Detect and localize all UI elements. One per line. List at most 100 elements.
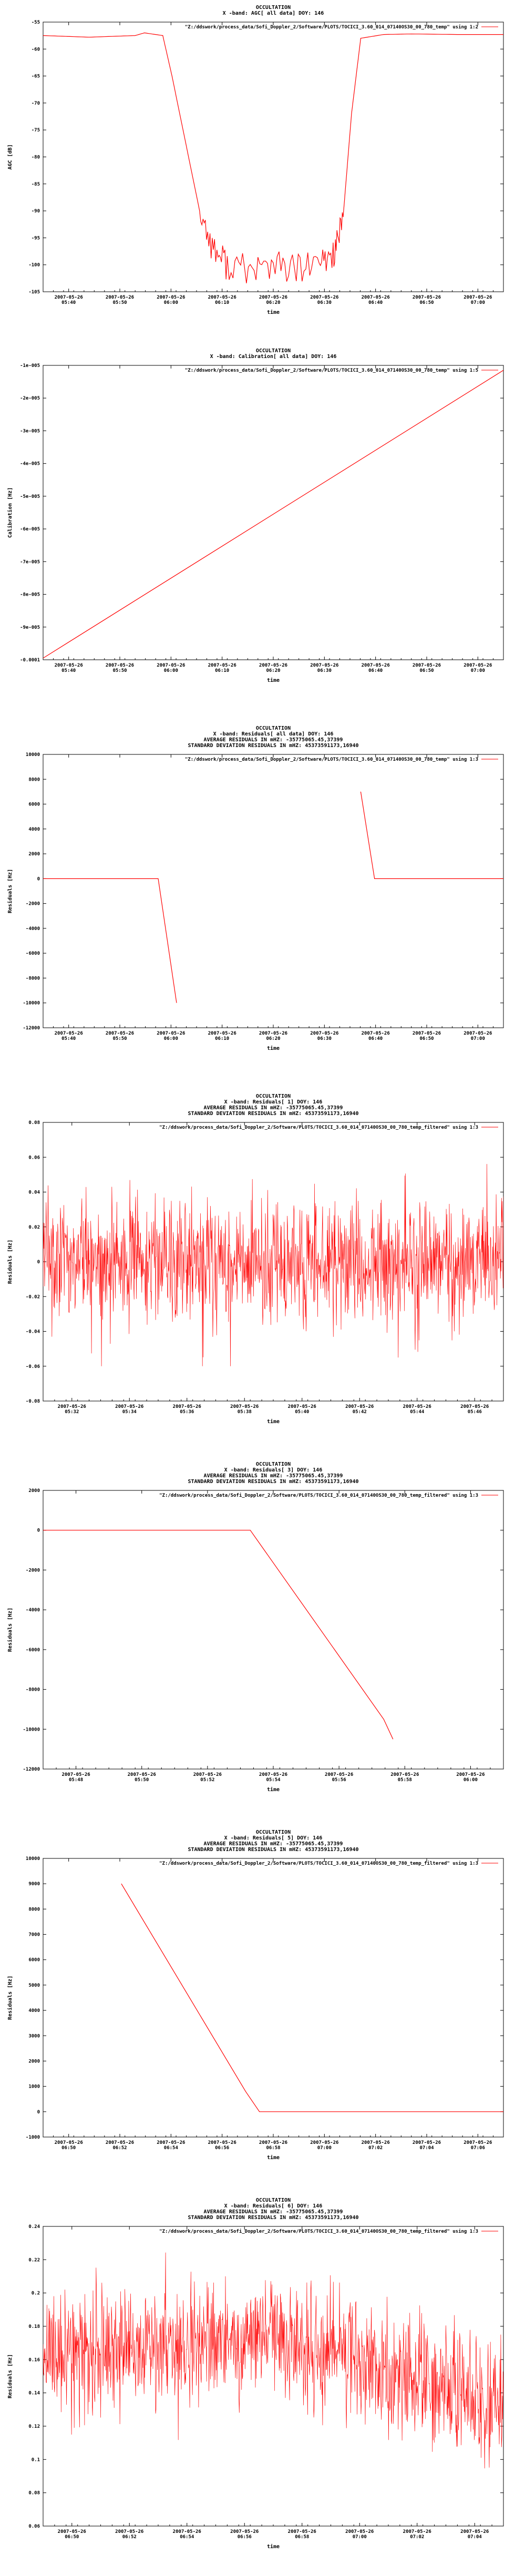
y-tick-label: 2000: [28, 1488, 40, 1494]
y-tick-label: 0.02: [28, 1225, 40, 1230]
x-tick-label: 2007-05-26: [208, 295, 236, 300]
y-tick-label: -75: [32, 128, 40, 133]
y-tick-label: -0.04: [26, 1330, 40, 1335]
x-axis-label: time: [267, 1786, 280, 1793]
y-tick-label: 3000: [28, 2033, 40, 2039]
legend-label: "Z:/ddswork/process_data/Sofi_Doppler_2/…: [185, 367, 478, 373]
legend-label: "Z:/ddswork/process_data/Sofi_Doppler_2/…: [159, 2229, 478, 2234]
x-tick-label: 2007-05-26: [106, 295, 134, 300]
x-tick-label: 2007-05-26: [460, 1404, 489, 1409]
x-axis-label: time: [267, 1418, 280, 1425]
x-tick-label: 2007-05-26: [403, 1404, 431, 1409]
x-tick-label: 05:56: [332, 1777, 346, 1783]
series-line: [43, 370, 503, 659]
y-tick-label: -80: [32, 155, 40, 160]
x-tick-label: 2007-05-26: [345, 2529, 374, 2534]
x-tick-label: 06:52: [112, 2145, 127, 2151]
y-axis-label: Residuals [Hz]: [7, 1976, 13, 2020]
y-tick-label: -10000: [23, 1001, 40, 1006]
x-tick-label: 2007-05-26: [157, 1031, 185, 1036]
y-tick-label: 6000: [28, 1958, 40, 1963]
x-tick-label: 2007-05-26: [413, 1031, 441, 1036]
y-tick-label: -2e-005: [20, 396, 40, 401]
x-tick-label: 07:00: [353, 2534, 367, 2540]
y-tick-label: -85: [32, 182, 40, 187]
x-tick-label: 2007-05-26: [464, 2140, 492, 2145]
x-tick-label: 07:02: [410, 2534, 424, 2540]
x-tick-label: 06:40: [368, 1036, 383, 1041]
x-tick-label: 2007-05-26: [310, 2140, 338, 2145]
y-tick-label: 6000: [28, 802, 40, 807]
x-tick-label: 05:40: [295, 1409, 309, 1415]
y-tick-label: 0.1: [32, 2457, 40, 2462]
y-tick-label: -0.02: [26, 1294, 40, 1300]
x-tick-label: 2007-05-26: [115, 2529, 143, 2534]
series-line: [43, 1530, 394, 1740]
x-tick-label: 2007-05-26: [55, 663, 83, 668]
x-tick-label: 05:52: [200, 1777, 214, 1783]
x-tick-label: 2007-05-26: [413, 663, 441, 668]
x-tick-label: 06:00: [164, 668, 178, 673]
chart-title: STANDARD DEVIATION RESIDUALS IN mHZ: 453…: [188, 2215, 358, 2221]
x-tick-label: 2007-05-26: [345, 1404, 374, 1409]
x-tick-label: 06:20: [266, 1036, 280, 1041]
x-tick-label: 06:54: [164, 2145, 179, 2151]
x-tick-label: 07:04: [419, 2145, 434, 2151]
y-tick-label: -65: [32, 74, 40, 79]
x-tick-label: 2007-05-26: [55, 2140, 83, 2145]
chart-title: STANDARD DEVIATION RESIDUALS IN mHZ: 453…: [188, 1111, 358, 1117]
x-tick-label: 2007-05-26: [464, 295, 492, 300]
x-tick-label: 05:40: [61, 300, 76, 305]
x-tick-label: 06:58: [266, 2145, 280, 2151]
y-axis-label: AGC [dB]: [7, 144, 13, 169]
plot-frame: [43, 1490, 504, 1770]
series-group: [43, 32, 503, 283]
y-tick-label: -4000: [26, 1608, 40, 1613]
x-tick-label: 2007-05-26: [288, 1404, 316, 1409]
y-tick-label: -90: [32, 209, 40, 214]
x-tick-label: 2007-05-26: [390, 1772, 419, 1777]
x-tick-label: 06:40: [368, 668, 383, 673]
x-tick-label: 06:20: [266, 300, 280, 305]
chart-title: STANDARD DEVIATION RESIDUALS IN mHZ: 453…: [188, 1479, 358, 1485]
legend-label: "Z:/ddswork/process_data/Sofi_Doppler_2/…: [159, 1861, 478, 1866]
y-tick-label: 0.18: [28, 2324, 40, 2329]
y-tick-label: 0: [37, 876, 40, 882]
series-group: [43, 1164, 503, 1366]
y-tick-label: -105: [28, 290, 40, 295]
chart-title: OCCULTATION: [256, 5, 291, 11]
y-tick-label: 7000: [28, 1933, 40, 1938]
series-group: [43, 1530, 394, 1740]
chart-title: AVERAGE RESIDUALS IN mHZ: -35775065.45,3…: [204, 1105, 343, 1111]
y-tick-label: -12000: [23, 1026, 40, 1031]
series-line: [43, 2252, 503, 2469]
x-tick-label: 05:58: [398, 1777, 412, 1783]
x-tick-label: 2007-05-26: [325, 1772, 353, 1777]
x-tick-label: 2007-05-26: [157, 2140, 185, 2145]
x-tick-label: 05:34: [122, 1409, 137, 1415]
y-axis-label: Residuals [Hz]: [7, 1240, 13, 1284]
x-tick-label: 05:42: [353, 1409, 367, 1415]
x-tick-label: 06:30: [317, 668, 332, 673]
x-tick-label: 05:50: [135, 1777, 149, 1783]
y-tick-label: 8000: [28, 777, 40, 782]
x-tick-label: 07:02: [368, 2145, 383, 2151]
series-group: [121, 1883, 503, 2112]
x-tick-label: 06:56: [238, 2534, 252, 2540]
y-tick-label: -1e-005: [20, 363, 40, 369]
y-tick-label: 10000: [26, 752, 40, 758]
y-tick-label: -60: [32, 47, 40, 52]
y-tick-label: 9000: [28, 1882, 40, 1887]
x-tick-label: 06:56: [215, 2145, 229, 2151]
x-tick-label: 2007-05-26: [58, 2529, 86, 2534]
x-tick-label: 07:00: [317, 2145, 332, 2151]
x-axis-label: time: [267, 2154, 280, 2161]
x-tick-label: 2007-05-26: [403, 2529, 431, 2534]
x-tick-label: 2007-05-26: [259, 1772, 287, 1777]
legend-label: "Z:/ddswork/process_data/Sofi_Doppler_2/…: [185, 24, 478, 30]
y-tick-label: -5e-005: [20, 494, 40, 499]
x-tick-label: 06:00: [464, 1777, 478, 1783]
